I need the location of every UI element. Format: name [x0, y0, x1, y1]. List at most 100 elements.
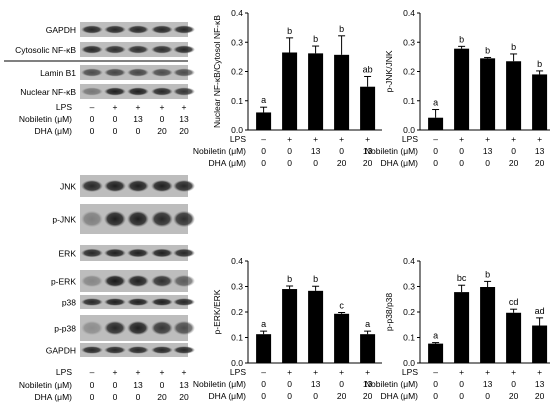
- significance-letter: cd: [509, 297, 519, 307]
- treatment-value: 0: [485, 391, 490, 401]
- blot-band: [127, 210, 149, 228]
- bar: [454, 292, 470, 363]
- treatment-value: 0: [313, 391, 318, 401]
- chart-nfkb: 0.0 0.1 0.2 0.3 0.4 Nuclear NF-κB/Cytosol NF-…: [193, 8, 382, 168]
- treatment-value: 0: [433, 391, 438, 401]
- y-axis-label: p-JNK/JNK: [384, 50, 394, 92]
- blot-row-top-1: Cytosolic NF-κB: [15, 42, 195, 57]
- y-tick-label: 0.2: [231, 67, 243, 77]
- blot-band: [151, 248, 173, 258]
- blot-band: [104, 45, 126, 54]
- treatment-value: 0: [287, 146, 292, 156]
- treatment-value: +: [511, 134, 516, 144]
- treatment-value: 0: [459, 146, 464, 156]
- y-tick-label: 0.2: [403, 67, 415, 77]
- treatment-label: LPS: [230, 367, 246, 377]
- treatment-value: 0: [511, 379, 516, 389]
- bar: [532, 74, 548, 130]
- blot-band: [173, 346, 195, 354]
- treatment-value: 20: [337, 158, 347, 168]
- treatment-value: +: [160, 102, 165, 112]
- treatment-value: 0: [459, 391, 464, 401]
- blot-band: [104, 25, 126, 34]
- treatment-value: 20: [509, 391, 519, 401]
- treatment-value: 13: [535, 146, 545, 156]
- blot-row-top-3: Nuclear NF-κB: [20, 84, 195, 99]
- blot-band: [81, 346, 103, 354]
- treatment-value: 0: [459, 158, 464, 168]
- treatment-value: +: [365, 367, 370, 377]
- treatment-value: +: [113, 367, 118, 377]
- bar: [454, 48, 470, 131]
- blot-band: [104, 248, 126, 258]
- y-tick-label: 0.4: [403, 8, 415, 18]
- blot-band: [151, 274, 173, 288]
- blot-band: [127, 346, 149, 354]
- treatment-value: +: [339, 367, 344, 377]
- y-tick-label: 0.3: [231, 282, 243, 292]
- y-tick-label: 0.0: [403, 358, 415, 368]
- significance-letter: b: [313, 34, 318, 44]
- treatment-value: 20: [363, 158, 373, 168]
- treatment-value: 0: [433, 158, 438, 168]
- blot-band: [151, 87, 173, 96]
- blot-label: Cytosolic NF-κB: [15, 45, 76, 55]
- treatment-value: –: [433, 134, 438, 144]
- y-tick-label: 0.1: [403, 333, 415, 343]
- bar: [334, 313, 350, 363]
- y-axis-label: Nuclear NF-κB/Cytosol NF-κB: [212, 15, 222, 128]
- bar: [256, 334, 272, 363]
- blot-band: [127, 274, 149, 288]
- y-tick-label: 0.2: [231, 307, 243, 317]
- treatment-label: DHA (μM): [35, 126, 73, 136]
- blot-band: [151, 68, 173, 77]
- blot-band: [81, 68, 103, 77]
- treatment-value: +: [113, 102, 118, 112]
- blot-band: [104, 210, 126, 228]
- treatment-value: 0: [287, 158, 292, 168]
- y-tick-label: 0.4: [231, 256, 243, 266]
- bar: [360, 86, 376, 130]
- blot-row-bottom-0: JNK: [60, 175, 195, 197]
- treatment-value: 13: [483, 379, 493, 389]
- treatment-value: –: [261, 367, 266, 377]
- chart-erk: 0.0 0.1 0.2 0.3 0.4 p-ERK/ERK a b b c a LPS – + + + + Nob…: [193, 256, 382, 401]
- blot-label: GAPDH: [46, 346, 76, 356]
- treatment-value: 0: [90, 126, 95, 136]
- bar: [282, 289, 298, 363]
- treatment-value: +: [459, 134, 464, 144]
- y-tick-label: 0.1: [231, 96, 243, 106]
- significance-letter: b: [287, 274, 292, 284]
- treatment-value: 0: [160, 380, 165, 390]
- blot-band: [151, 210, 173, 228]
- blot-band: [104, 87, 126, 96]
- treatment-label: DHA (μM): [35, 392, 73, 402]
- blot-band: [127, 45, 149, 54]
- treatment-label: DHA (μM): [209, 158, 247, 168]
- blot-band: [151, 45, 173, 54]
- blot-band: [151, 25, 173, 34]
- blot-row-bottom-6: GAPDH: [46, 343, 195, 357]
- treatment-label: Nobiletin (μM): [193, 146, 246, 156]
- blot-band: [173, 248, 195, 258]
- treatment-value: +: [485, 367, 490, 377]
- blot-label: p-JNK: [52, 215, 76, 225]
- blot-band: [127, 298, 149, 306]
- treatment-value: 13: [133, 380, 143, 390]
- treatment-value: +: [287, 134, 292, 144]
- treatment-value: +: [365, 134, 370, 144]
- blot-row-bottom-3: p-ERK: [51, 270, 195, 292]
- blot-band: [127, 87, 149, 96]
- treatment-value: +: [136, 367, 141, 377]
- y-tick-label: 0.4: [403, 256, 415, 266]
- blot-band: [81, 45, 103, 54]
- treatment-value: 0: [90, 114, 95, 124]
- treatment-label: DHA (μM): [209, 391, 247, 401]
- treatment-value: –: [90, 367, 95, 377]
- blot-band: [127, 248, 149, 258]
- blot-band: [81, 298, 103, 306]
- blot-band: [104, 346, 126, 354]
- blot-band: [173, 298, 195, 306]
- y-tick-label: 0.0: [403, 125, 415, 135]
